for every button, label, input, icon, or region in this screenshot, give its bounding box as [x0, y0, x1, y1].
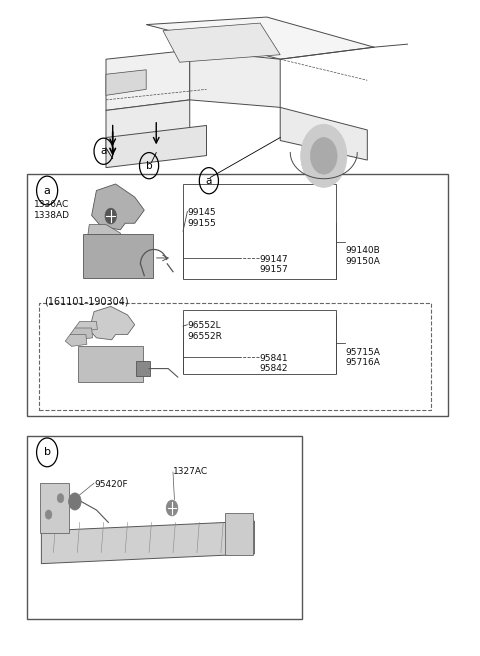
- Text: 96552L
96552R: 96552L 96552R: [187, 321, 222, 341]
- Text: b: b: [146, 161, 152, 171]
- FancyBboxPatch shape: [40, 483, 69, 533]
- Text: 95420F: 95420F: [94, 480, 128, 489]
- Text: 95841
95842: 95841 95842: [259, 354, 288, 373]
- Polygon shape: [89, 306, 135, 340]
- Polygon shape: [65, 335, 87, 346]
- Circle shape: [105, 208, 117, 224]
- Polygon shape: [106, 70, 146, 95]
- Text: (161101-190304): (161101-190304): [44, 297, 128, 306]
- Text: 1327AC: 1327AC: [173, 467, 208, 476]
- Polygon shape: [280, 108, 367, 160]
- Circle shape: [301, 125, 347, 187]
- Circle shape: [45, 510, 52, 519]
- Polygon shape: [87, 224, 123, 251]
- Polygon shape: [163, 23, 280, 62]
- Polygon shape: [190, 50, 280, 108]
- FancyBboxPatch shape: [83, 234, 154, 278]
- Text: a: a: [206, 176, 212, 186]
- Polygon shape: [70, 328, 93, 340]
- FancyBboxPatch shape: [78, 346, 144, 382]
- Text: a: a: [100, 146, 107, 156]
- Circle shape: [311, 138, 337, 174]
- Circle shape: [69, 493, 81, 510]
- Polygon shape: [106, 125, 206, 168]
- Polygon shape: [146, 17, 374, 59]
- Polygon shape: [106, 50, 190, 110]
- Text: 1336AC
1338AD: 1336AC 1338AD: [34, 200, 70, 220]
- Text: b: b: [44, 447, 50, 457]
- Polygon shape: [75, 321, 97, 331]
- Text: 99147
99157: 99147 99157: [259, 255, 288, 274]
- Polygon shape: [92, 184, 144, 230]
- Text: 95715A
95716A: 95715A 95716A: [345, 348, 380, 367]
- Circle shape: [57, 493, 64, 502]
- FancyBboxPatch shape: [136, 361, 150, 377]
- Polygon shape: [41, 521, 254, 564]
- Text: 99140B
99150A: 99140B 99150A: [345, 246, 380, 266]
- Text: a: a: [44, 186, 50, 195]
- Text: 99145
99155: 99145 99155: [187, 208, 216, 228]
- Polygon shape: [106, 100, 190, 150]
- Circle shape: [166, 500, 178, 516]
- FancyBboxPatch shape: [225, 513, 253, 555]
